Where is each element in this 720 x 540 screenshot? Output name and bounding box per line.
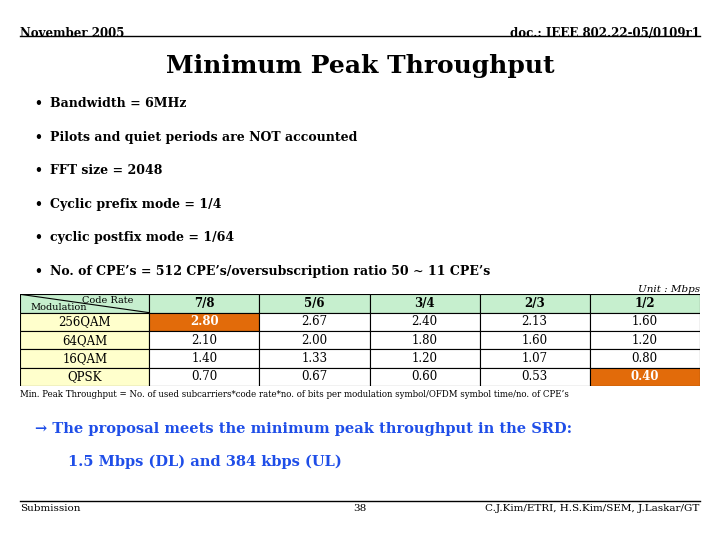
Bar (149, 368, 259, 386)
Text: 1.60: 1.60 (631, 315, 658, 328)
Bar (20, 349, 149, 368)
Text: 0.53: 0.53 (521, 370, 548, 383)
Text: Bandwidth = 6MHz: Bandwidth = 6MHz (50, 97, 186, 110)
Text: Unit : Mbps: Unit : Mbps (638, 285, 700, 294)
Bar (20, 313, 149, 331)
Text: Pilots and quiet periods are NOT accounted: Pilots and quiet periods are NOT account… (50, 131, 358, 144)
Bar (480, 349, 590, 368)
Text: 2.13: 2.13 (522, 315, 548, 328)
Bar (480, 313, 590, 331)
Text: Minimum Peak Throughput: Minimum Peak Throughput (166, 54, 554, 78)
Bar (480, 368, 590, 386)
Text: 7/8: 7/8 (194, 297, 215, 310)
Text: 0.67: 0.67 (302, 370, 328, 383)
Text: FFT size = 2048: FFT size = 2048 (50, 164, 163, 177)
Text: cyclic postfix mode = 1/64: cyclic postfix mode = 1/64 (50, 231, 235, 244)
Text: 1.20: 1.20 (412, 352, 438, 365)
Bar (259, 313, 369, 331)
Text: Cyclic prefix mode = 1/4: Cyclic prefix mode = 1/4 (50, 198, 222, 211)
Bar (369, 368, 480, 386)
Text: Code Rate: Code Rate (82, 296, 134, 305)
Text: 1.5 Mbps (DL) and 384 kbps (UL): 1.5 Mbps (DL) and 384 kbps (UL) (68, 455, 342, 469)
Bar (20, 368, 149, 386)
Text: 0.60: 0.60 (411, 370, 438, 383)
Bar (20, 294, 149, 313)
Bar (149, 349, 259, 368)
Bar (259, 349, 369, 368)
Bar (149, 331, 259, 349)
Text: •: • (35, 97, 42, 110)
Text: 0.70: 0.70 (192, 370, 217, 383)
Bar (590, 349, 700, 368)
Bar (369, 313, 480, 331)
Text: 3/4: 3/4 (414, 297, 435, 310)
Text: 2.80: 2.80 (190, 315, 219, 328)
Bar (259, 331, 369, 349)
Text: •: • (35, 164, 42, 177)
Text: 1.07: 1.07 (521, 352, 548, 365)
Text: 0.40: 0.40 (631, 370, 659, 383)
Bar (259, 294, 369, 313)
Text: 5/6: 5/6 (305, 297, 325, 310)
Text: 1.80: 1.80 (412, 334, 438, 347)
Bar (590, 368, 700, 386)
Bar (590, 294, 700, 313)
Text: Submission: Submission (20, 504, 81, 514)
Text: Min. Peak Throughput = No. of used subcarriers*code rate*no. of bits per modulat: Min. Peak Throughput = No. of used subca… (20, 390, 569, 399)
Text: 64QAM: 64QAM (62, 334, 107, 347)
Text: 2.40: 2.40 (412, 315, 438, 328)
Text: QPSK: QPSK (68, 370, 102, 383)
Bar (369, 294, 480, 313)
Text: C.J.Kim/ETRI, H.S.Kim/SEM, J.Laskar/GT: C.J.Kim/ETRI, H.S.Kim/SEM, J.Laskar/GT (485, 504, 700, 514)
Text: 2/3: 2/3 (524, 297, 545, 310)
Text: 0.80: 0.80 (631, 352, 658, 365)
Bar (590, 313, 700, 331)
Text: 16QAM: 16QAM (62, 352, 107, 365)
Text: No. of CPE’s = 512 CPE’s/oversubscription ratio 50 ~ 11 CPE’s: No. of CPE’s = 512 CPE’s/oversubscriptio… (50, 265, 490, 278)
Text: 1/2: 1/2 (634, 297, 655, 310)
Text: 2.10: 2.10 (192, 334, 217, 347)
Bar (590, 331, 700, 349)
Text: 1.20: 1.20 (631, 334, 658, 347)
Text: 1.40: 1.40 (192, 352, 217, 365)
Text: •: • (35, 231, 42, 244)
Text: Modulation: Modulation (31, 303, 87, 312)
Bar (369, 331, 480, 349)
Text: 1.33: 1.33 (302, 352, 328, 365)
Text: November 2005: November 2005 (20, 27, 125, 40)
Bar (480, 294, 590, 313)
Text: 2.00: 2.00 (302, 334, 328, 347)
Text: doc.: IEEE 802.22-05/0109r1: doc.: IEEE 802.22-05/0109r1 (510, 27, 700, 40)
Text: 38: 38 (354, 504, 366, 514)
Bar (20, 331, 149, 349)
Text: → The proposal meets the minimum peak throughput in the SRD:: → The proposal meets the minimum peak th… (35, 422, 572, 436)
Text: •: • (35, 198, 42, 211)
Bar (480, 331, 590, 349)
Text: 2.67: 2.67 (302, 315, 328, 328)
Bar (259, 368, 369, 386)
Text: •: • (35, 265, 42, 278)
Text: 1.60: 1.60 (521, 334, 548, 347)
Text: 256QAM: 256QAM (58, 315, 111, 328)
Bar (369, 349, 480, 368)
Bar (149, 313, 259, 331)
Text: •: • (35, 131, 42, 144)
Bar (149, 294, 259, 313)
